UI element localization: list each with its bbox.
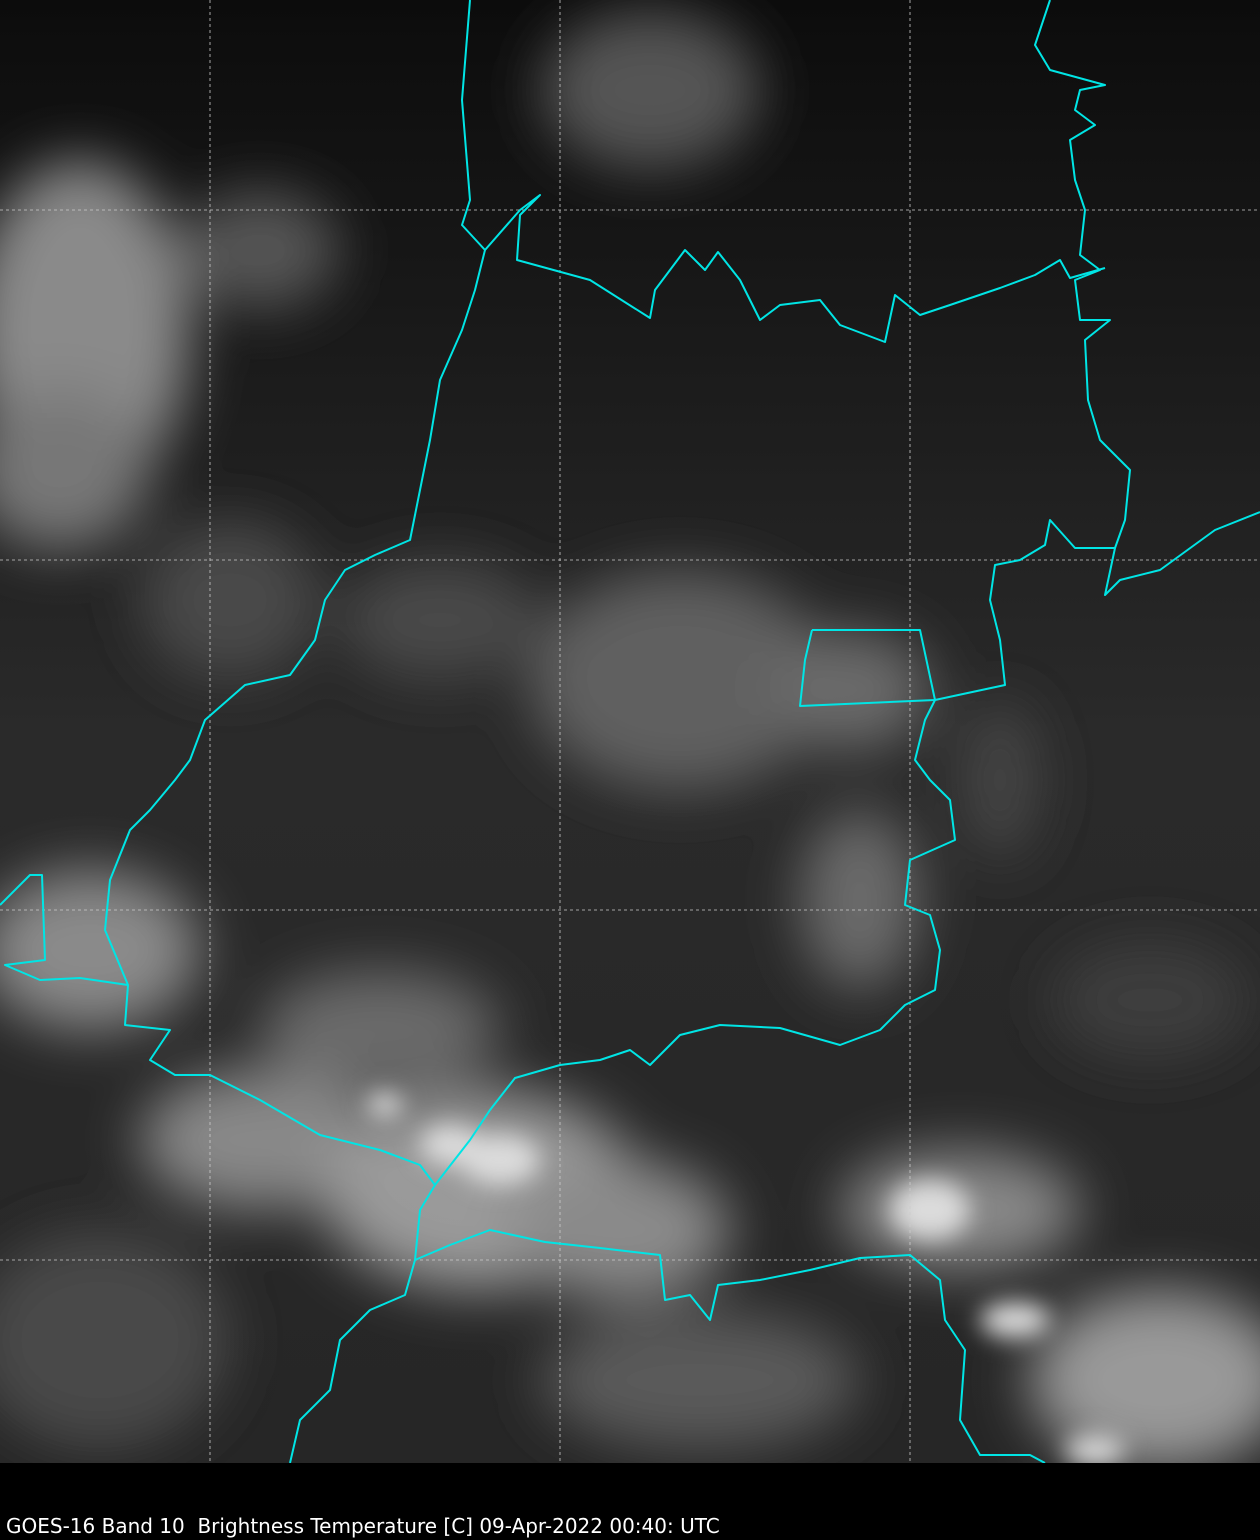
figure-caption: GOES-16 Band 10 Brightness Temperature […	[6, 1514, 720, 1538]
cloud	[1030, 1290, 1260, 1463]
border-line	[434, 0, 1131, 1186]
cloud	[140, 520, 320, 680]
bright-cloud	[980, 1302, 1050, 1338]
bright-cloud	[1065, 1435, 1125, 1463]
border-line	[104, 0, 486, 1463]
cloud	[1050, 940, 1250, 1060]
cloud	[510, 1160, 730, 1300]
cloud	[260, 970, 500, 1090]
border-line	[1104, 511, 1260, 596]
cloud	[960, 700, 1040, 860]
cloud	[180, 190, 340, 310]
border-line	[799, 629, 936, 707]
border-line	[484, 194, 1106, 343]
cloud	[0, 1230, 230, 1450]
bright-cloud	[460, 1135, 540, 1185]
cloud-layer	[0, 10, 1260, 1463]
political-borders	[0, 0, 1260, 1463]
bright-cloud	[890, 1180, 970, 1240]
cloud	[530, 570, 830, 790]
bright-cloud	[367, 1093, 403, 1117]
border-line	[414, 1229, 1046, 1463]
satellite-map	[0, 0, 1260, 1463]
cloud	[800, 810, 920, 990]
graticule	[0, 0, 1260, 1463]
cloud	[340, 560, 540, 680]
cloud	[770, 630, 930, 750]
border-line	[0, 874, 129, 986]
cloud	[0, 390, 150, 550]
cloud	[140, 1070, 380, 1210]
cloud	[540, 10, 760, 170]
cloud	[540, 1310, 860, 1450]
